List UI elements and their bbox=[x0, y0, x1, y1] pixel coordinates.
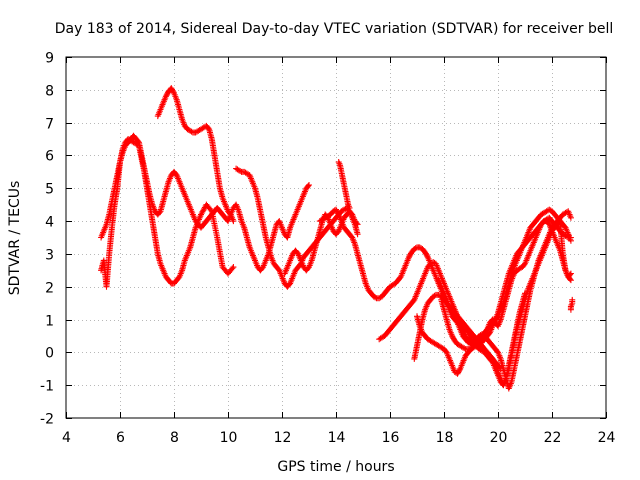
x-tick-label: 16 bbox=[382, 430, 400, 446]
x-tick-label: 10 bbox=[220, 430, 238, 446]
y-tick-label: -2 bbox=[40, 412, 54, 428]
y-tick-label: 3 bbox=[45, 248, 54, 264]
series-trace-m bbox=[335, 159, 353, 211]
x-tick-label: 18 bbox=[436, 430, 454, 446]
x-tick-label: 4 bbox=[62, 430, 71, 446]
data-point-marker bbox=[569, 296, 576, 303]
data-point-marker bbox=[335, 210, 342, 217]
y-tick-label: 5 bbox=[45, 182, 54, 198]
y-tick-label: -1 bbox=[40, 379, 54, 395]
series-trace-n bbox=[567, 296, 576, 313]
series-trace-d bbox=[233, 165, 361, 290]
data-point-marker bbox=[567, 237, 574, 244]
x-tick-label: 24 bbox=[598, 430, 616, 446]
y-axis-label: SDTVAR / TECUs bbox=[7, 181, 23, 296]
data-point-marker bbox=[567, 214, 574, 221]
data-point-marker bbox=[372, 294, 379, 301]
data-point-marker bbox=[567, 277, 574, 284]
data-point-marker bbox=[188, 128, 195, 135]
data-point-marker bbox=[305, 183, 312, 190]
data-point-marker bbox=[354, 231, 361, 238]
x-tick-label: 8 bbox=[170, 430, 179, 446]
y-tick-label: 7 bbox=[45, 117, 54, 133]
series-trace-k bbox=[449, 208, 574, 392]
plot-frame bbox=[65, 56, 607, 419]
x-axis-label: GPS time / hours bbox=[277, 459, 394, 475]
data-point-marker bbox=[205, 125, 212, 132]
data-point-marker bbox=[567, 276, 573, 283]
y-tick-label: 9 bbox=[45, 51, 54, 67]
y-tick-label: 4 bbox=[45, 215, 54, 231]
data-point-marker bbox=[230, 264, 237, 271]
data-point-marker bbox=[353, 220, 360, 227]
x-tick-label: 14 bbox=[328, 430, 346, 446]
data-point-marker bbox=[431, 292, 438, 299]
y-tick-label: 6 bbox=[45, 149, 54, 165]
series-trace-b bbox=[98, 132, 312, 274]
data-point-marker bbox=[135, 138, 141, 145]
data-point-marker bbox=[456, 367, 463, 374]
y-tick-label: 1 bbox=[45, 314, 54, 330]
x-tick-label: 22 bbox=[544, 430, 562, 446]
data-point-marker bbox=[170, 88, 177, 95]
grid bbox=[66, 57, 606, 418]
data-points bbox=[98, 85, 576, 392]
data-point-marker bbox=[306, 181, 312, 188]
y-tick-label: 8 bbox=[45, 84, 54, 100]
y-tick-label: 0 bbox=[45, 346, 54, 362]
series-trace-c bbox=[154, 85, 237, 225]
data-point-marker bbox=[354, 221, 361, 228]
data-point-marker bbox=[156, 209, 163, 216]
x-tick-label: 6 bbox=[116, 430, 125, 446]
data-point-marker bbox=[412, 245, 419, 252]
data-point-marker bbox=[424, 252, 431, 259]
y-tick-label: 2 bbox=[45, 281, 54, 297]
x-tick-label: 20 bbox=[490, 430, 508, 446]
data-point-marker bbox=[229, 265, 236, 272]
data-point-marker bbox=[346, 204, 353, 211]
x-tick-label: 12 bbox=[274, 430, 292, 446]
data-point-marker bbox=[230, 218, 237, 225]
data-point-marker bbox=[237, 168, 244, 175]
chart-title: Day 183 of 2014, Sidereal Day-to-day VTE… bbox=[55, 21, 614, 37]
series-trace-l bbox=[281, 208, 361, 277]
data-point-marker bbox=[461, 345, 468, 352]
